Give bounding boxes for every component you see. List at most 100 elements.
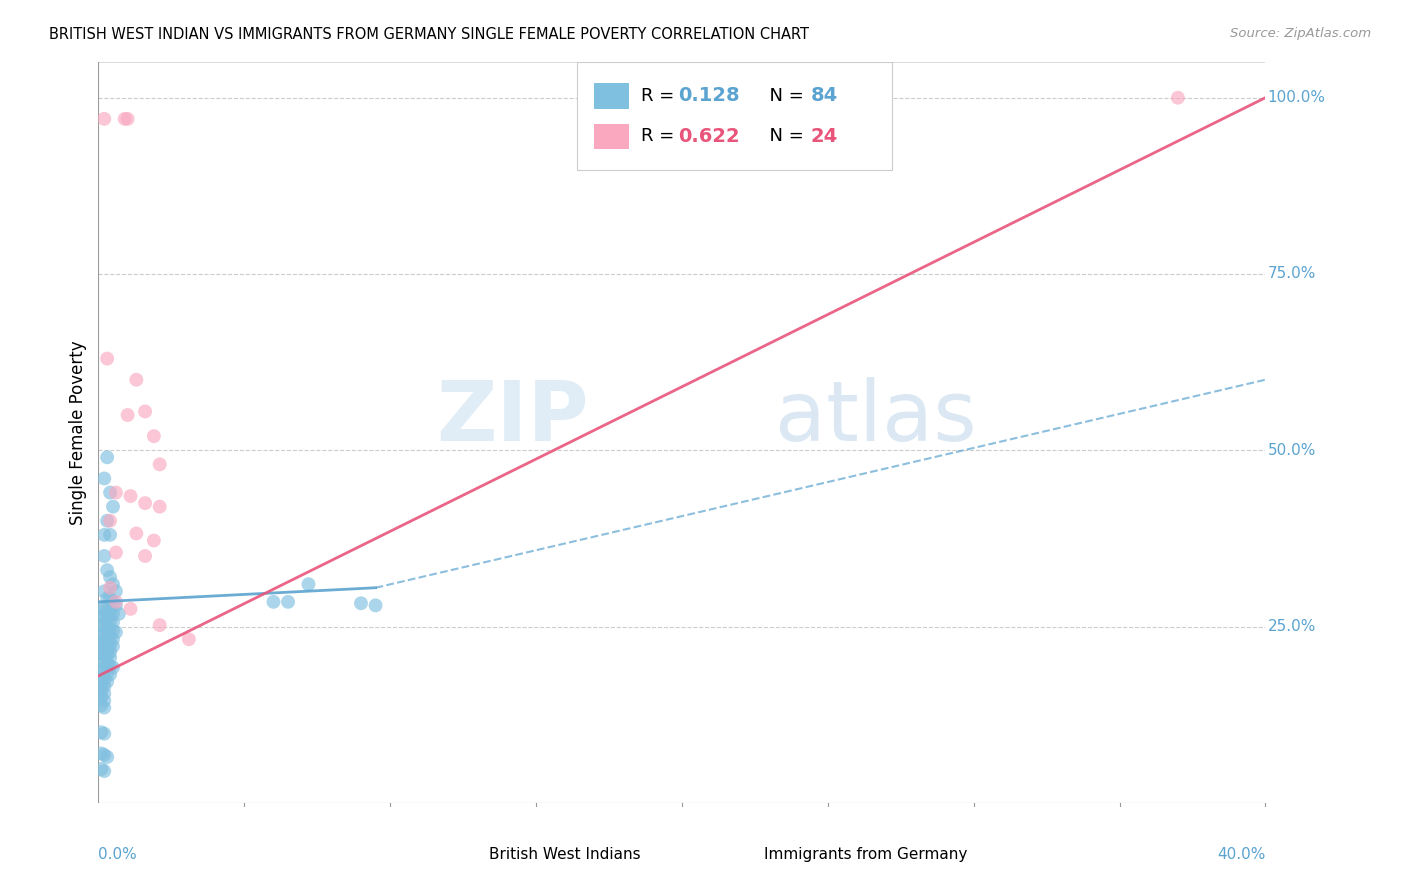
Point [96,636,118,650]
Point [149,618,172,632]
Text: 84: 84 [810,87,838,105]
Point [90,690,112,704]
Point [96,674,118,689]
Point [134,549,156,563]
Point [93,747,115,762]
Point [93,656,115,670]
Point [93,686,115,700]
Point [93,528,115,542]
Point [117,408,139,422]
Point [120,489,142,503]
Point [98,667,121,681]
Text: N =: N = [758,128,810,145]
FancyBboxPatch shape [576,62,891,169]
Point [96,629,118,643]
Point [93,642,115,657]
Text: atlas: atlas [775,377,977,458]
Point [117,112,139,126]
FancyBboxPatch shape [595,123,630,150]
Point [101,660,124,674]
Point [297,577,319,591]
Point [90,698,112,713]
Point [98,591,121,606]
Point [101,595,124,609]
Point [149,458,172,472]
Point [90,655,112,669]
Text: 0.622: 0.622 [679,127,740,146]
Point [177,632,200,647]
Point [1167,91,1189,105]
Point [98,623,121,637]
Point [93,648,115,662]
Text: 50.0%: 50.0% [1268,442,1316,458]
Point [350,596,373,610]
Point [93,665,115,679]
Point [101,607,124,621]
Point [93,693,115,707]
Point [90,646,112,660]
Point [90,640,112,655]
Point [93,112,115,126]
Point [90,618,112,632]
FancyBboxPatch shape [595,83,630,109]
Point [108,607,131,621]
Point [98,614,121,628]
Point [125,526,148,541]
Point [90,602,112,616]
Text: Source: ZipAtlas.com: Source: ZipAtlas.com [1230,27,1371,40]
Point [93,764,115,778]
Point [125,373,148,387]
Point [96,649,118,664]
Point [96,750,118,764]
Point [96,612,118,626]
Y-axis label: Single Female Poverty: Single Female Poverty [69,341,87,524]
Text: 75.0%: 75.0% [1268,267,1316,282]
Point [90,609,112,624]
Text: 100.0%: 100.0% [1268,90,1326,105]
Point [104,584,127,599]
Point [93,700,115,714]
Point [98,570,121,584]
Point [114,112,136,126]
Point [93,680,115,694]
Point [98,514,121,528]
Text: Immigrants from Germany: Immigrants from Germany [763,847,967,863]
Point [90,663,112,677]
Point [96,621,118,635]
Text: R =: R = [641,87,681,104]
Point [93,635,115,649]
Point [98,631,121,645]
Point [90,670,112,684]
Point [90,725,112,739]
Text: 25.0%: 25.0% [1268,619,1316,634]
Point [104,595,127,609]
Point [96,657,118,672]
Point [101,615,124,630]
Point [98,606,121,620]
Text: British West Indians: British West Indians [489,847,641,863]
Point [93,549,115,563]
Point [98,638,121,652]
Text: 40.0%: 40.0% [1218,847,1265,863]
Point [101,577,124,591]
Text: 0.0%: 0.0% [98,847,138,863]
Point [98,528,121,542]
Text: R =: R = [641,128,681,145]
Point [93,584,115,599]
Point [93,628,115,642]
Point [90,762,112,776]
Point [96,450,118,465]
Point [277,595,299,609]
Point [96,643,118,657]
Point [96,591,118,606]
Point [104,545,127,559]
Point [101,624,124,638]
Point [142,533,165,548]
Point [93,602,115,616]
Text: 24: 24 [810,127,838,146]
Point [93,673,115,687]
Point [96,666,118,681]
Point [96,563,118,577]
Point [134,496,156,510]
Point [104,599,127,613]
